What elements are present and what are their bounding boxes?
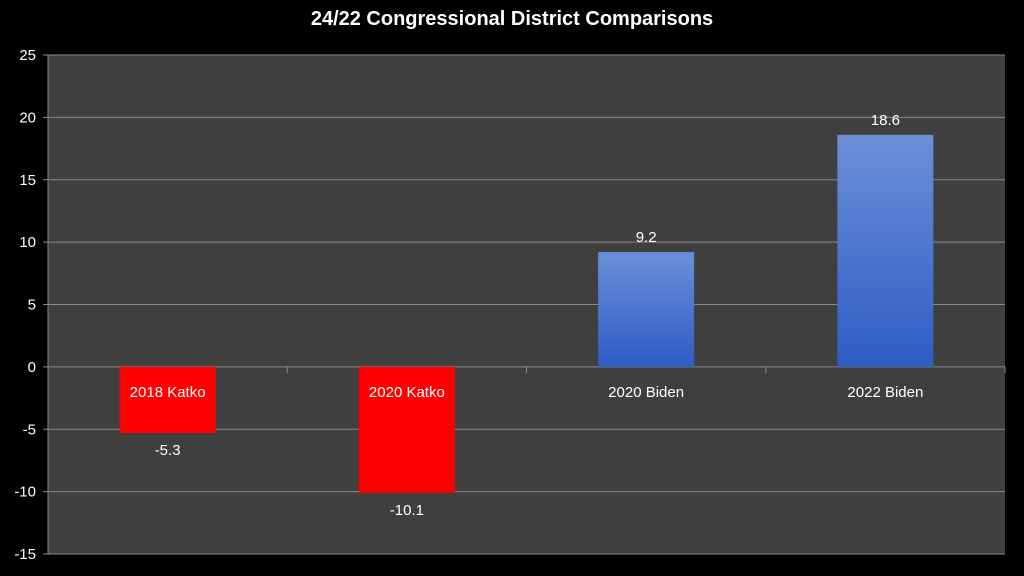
data-label: 18.6 [871, 112, 900, 129]
bar [358, 366, 455, 493]
y-tick-label: 5 [28, 297, 36, 314]
y-tick-label: -10 [14, 484, 36, 501]
bar [837, 134, 934, 367]
bar [119, 366, 216, 433]
y-tick-label: -15 [14, 546, 36, 563]
labels: 25 20 15 10 5 0 -5 -10 -15 2018 Katko -5.3 2020 Kat… [14, 47, 923, 563]
category-label: 2022 Biden [847, 384, 923, 401]
data-label: -10.1 [390, 502, 424, 519]
data-label: -5.3 [155, 442, 181, 459]
y-tick-label: 25 [19, 47, 36, 64]
y-tick-label: 0 [28, 359, 36, 376]
bars [119, 134, 934, 493]
y-tick-label: 15 [19, 172, 36, 189]
bar [598, 252, 695, 367]
chart-title: 24/22 Congressional District Comparisons [310, 8, 714, 30]
category-label: 2018 Katko [130, 384, 206, 401]
y-tick-label: -5 [23, 421, 36, 438]
y-tick-label: 20 [19, 109, 36, 126]
category-label: 2020 Biden [608, 384, 684, 401]
y-tick-label: 10 [19, 234, 36, 251]
data-label: 9.2 [636, 229, 657, 246]
category-label: 2020 Katko [369, 384, 445, 401]
